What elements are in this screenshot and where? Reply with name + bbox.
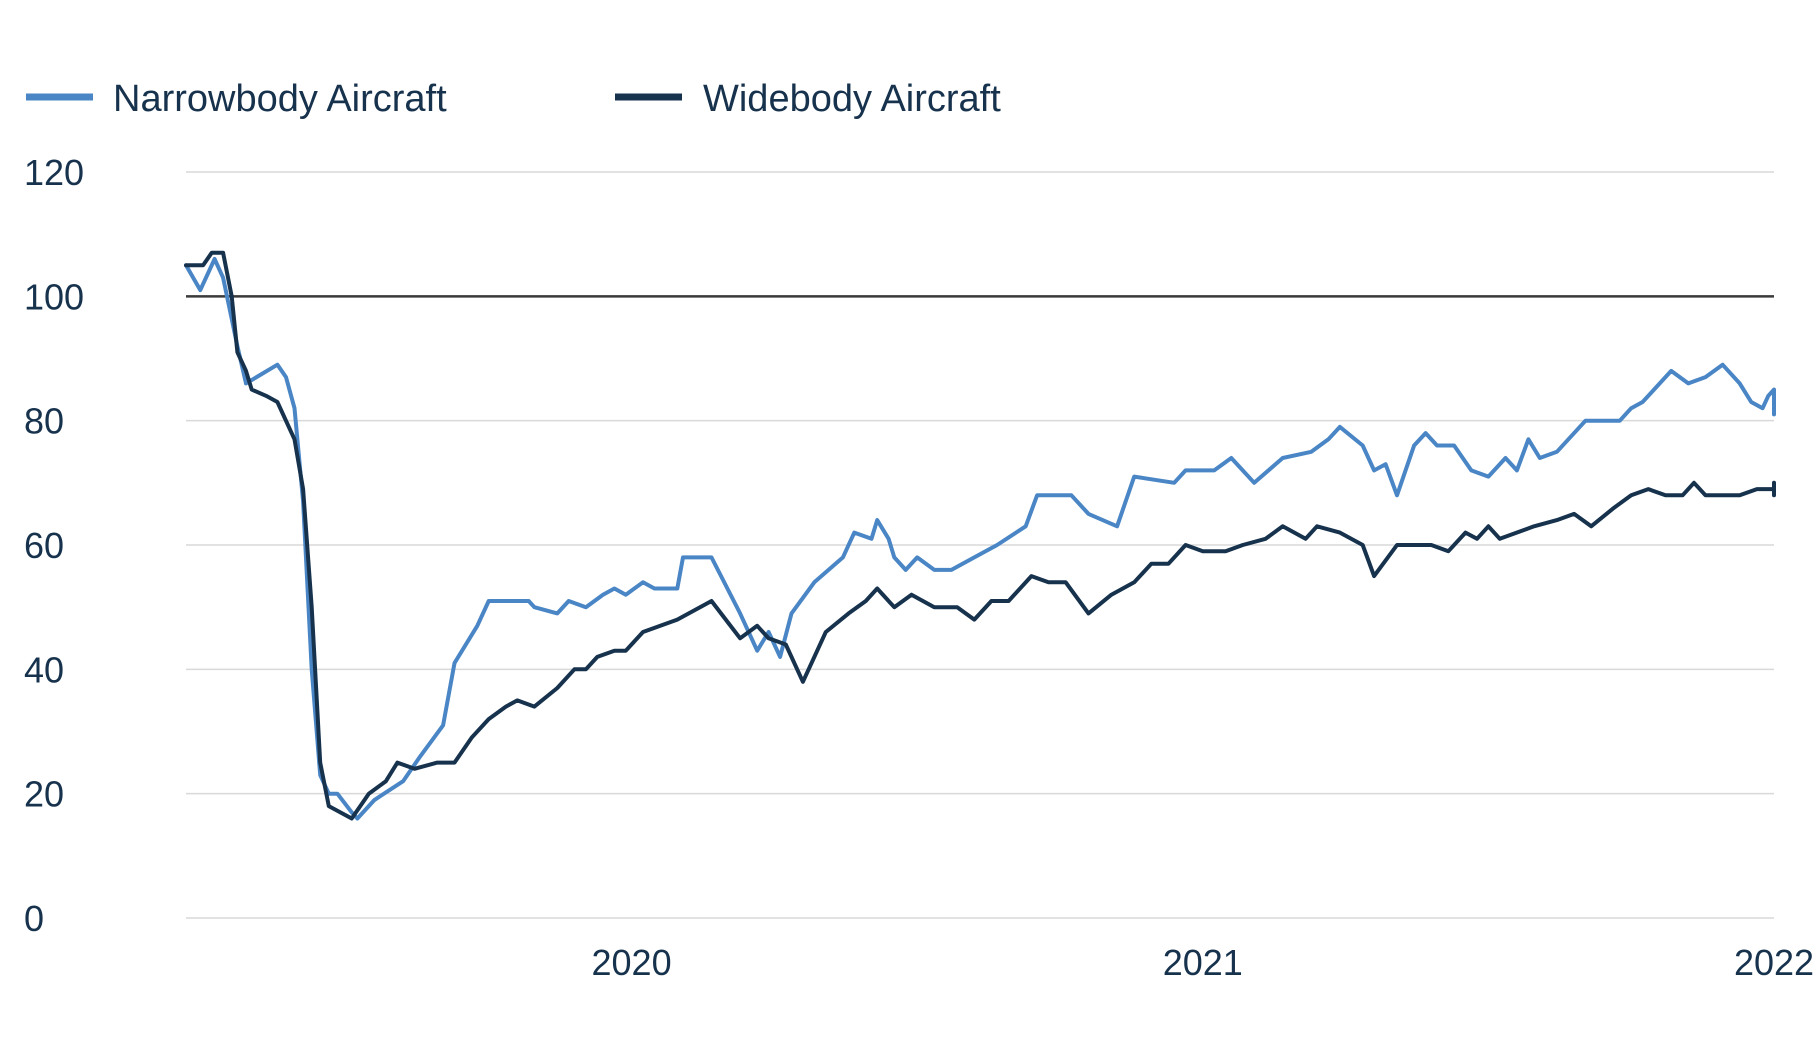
y-axis: 0 20 40 60 80 100 120 [24,152,84,939]
x-tick-label: 2022 [1734,942,1814,983]
x-tick-label: 2021 [1163,942,1243,983]
legend-label-widebody: Widebody Aircraft [703,78,1001,120]
y-tick-label: 100 [24,276,84,317]
x-tick-label: 2020 [592,942,672,983]
x-axis: 2020 2021 2022 [592,942,1815,983]
legend-item-narrowbody: Narrowbody Aircraft [26,78,447,120]
gridlines [186,171,1774,919]
legend-label-narrowbody: Narrowbody Aircraft [113,78,447,120]
y-tick-label: 40 [24,649,64,690]
legend-item-widebody: Widebody Aircraft [615,78,1001,120]
y-tick-label: 80 [24,401,64,442]
series-line-narrowbody [184,257,1776,821]
y-tick-label: 60 [24,525,64,566]
series-line-widebody [184,250,1776,821]
y-tick-label: 20 [24,774,64,815]
legend: Narrowbody Aircraft Widebody Aircraft [26,78,1001,120]
y-tick-label: 0 [24,898,44,939]
y-tick-label: 120 [24,152,84,193]
series-lines [184,250,1776,821]
